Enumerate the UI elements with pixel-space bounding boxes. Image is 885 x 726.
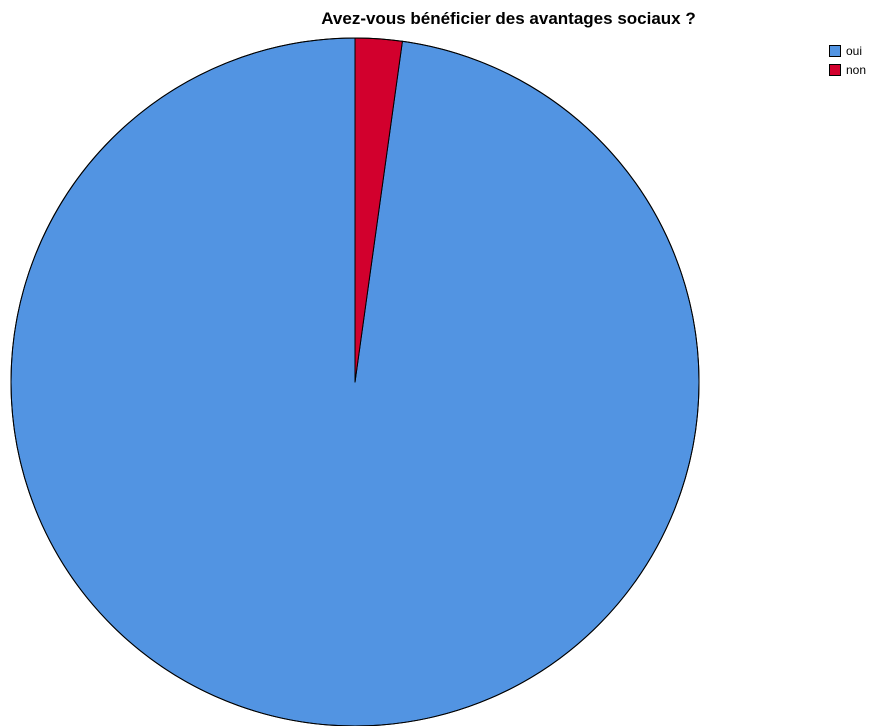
legend: oui non bbox=[829, 43, 866, 81]
legend-item-non: non bbox=[829, 62, 866, 78]
legend-label-oui: oui bbox=[846, 44, 863, 58]
legend-swatch-oui bbox=[829, 45, 841, 57]
legend-item-oui: oui bbox=[829, 43, 866, 59]
pie-outline bbox=[10, 37, 700, 726]
chart-title: Avez-vous bénéficier des avantages socia… bbox=[321, 9, 696, 28]
legend-swatch-non bbox=[829, 64, 841, 76]
pie-slices bbox=[10, 37, 700, 726]
legend-label-non: non bbox=[846, 63, 867, 77]
